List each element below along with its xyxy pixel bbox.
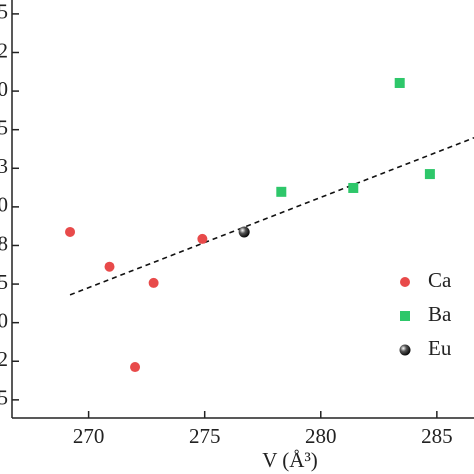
x-axis-label: V (Å³) xyxy=(262,448,317,472)
y-tick-label: 0 xyxy=(0,77,8,101)
x-tick-label: 280 xyxy=(305,424,337,448)
y-tick-label: 5 xyxy=(0,0,8,24)
y-tick-label: 0 xyxy=(0,193,8,217)
legend-label: Ba xyxy=(428,302,452,326)
x-tick-label: 270 xyxy=(73,424,105,448)
y-tick-label: 2 xyxy=(0,38,8,62)
y-tick-label: 5 xyxy=(0,115,8,139)
marker xyxy=(65,226,76,237)
marker xyxy=(238,226,250,238)
y-tick-label: 3 xyxy=(0,154,8,178)
y-tick-label: 5 xyxy=(0,386,8,410)
marker xyxy=(424,169,435,180)
y-tick-label: 8 xyxy=(0,231,8,255)
marker xyxy=(276,186,287,197)
marker xyxy=(148,277,159,288)
y-tick-label: 2 xyxy=(0,347,8,371)
marker xyxy=(197,233,208,244)
x-tick-label: 275 xyxy=(189,424,221,448)
legend-marker xyxy=(399,344,411,356)
fit-line xyxy=(69,137,474,296)
marker xyxy=(104,261,115,272)
legend-label: Ca xyxy=(428,268,452,292)
marker xyxy=(348,182,359,193)
marker xyxy=(130,362,141,373)
y-tick-label: 5 xyxy=(0,270,8,294)
legend-marker xyxy=(400,277,410,287)
marker xyxy=(394,77,405,88)
y-tick-label: 0 xyxy=(0,308,8,332)
x-tick-label: 285 xyxy=(421,424,453,448)
legend-marker xyxy=(400,311,410,321)
legend-label: Eu xyxy=(428,336,452,360)
